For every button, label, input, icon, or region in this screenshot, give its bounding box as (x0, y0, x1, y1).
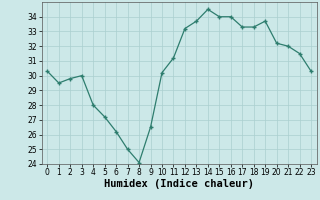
X-axis label: Humidex (Indice chaleur): Humidex (Indice chaleur) (104, 179, 254, 189)
